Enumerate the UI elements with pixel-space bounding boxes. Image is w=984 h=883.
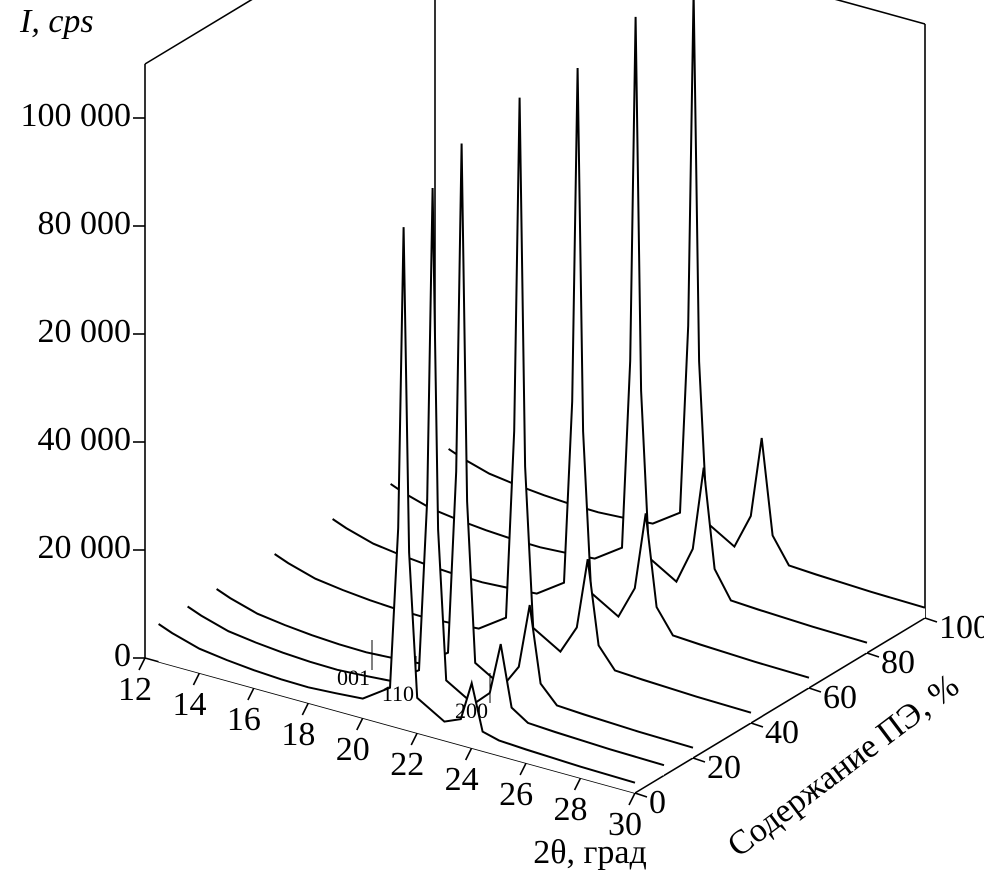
diffraction-curve (187, 187, 665, 767)
x-tick-label: 14 (172, 686, 206, 723)
curve-mask (216, 143, 693, 758)
z-axis (634, 617, 926, 794)
z-tick-label: 0 (649, 784, 666, 821)
curve-mask (332, 68, 809, 689)
diffraction-curve (274, 97, 752, 714)
x-tick (192, 672, 201, 686)
x-tick (301, 702, 310, 716)
y-axis-label: I, cps (19, 3, 94, 40)
z-tick (634, 792, 648, 798)
y-tick-label: 20 000 (38, 529, 132, 566)
x-tick-label: 12 (118, 671, 152, 708)
x-tick (464, 747, 473, 761)
diffraction-curve (216, 143, 694, 749)
peak-annotation: 200 (455, 698, 488, 723)
curve-mask (448, 0, 925, 618)
diffraction-curve (390, 16, 868, 644)
x-tick-label: 20 (336, 731, 370, 768)
curve-mask (187, 187, 664, 776)
x-tick-label: 28 (554, 791, 588, 828)
curve-mask (158, 227, 635, 794)
x-tick (410, 732, 418, 746)
x-tick-label: 24 (445, 761, 479, 798)
z-tick-label: 20 (707, 749, 741, 786)
y-tick-label: 100 000 (21, 97, 132, 134)
box-edge (834, 0, 926, 25)
curve-mask (390, 16, 867, 654)
y-tick-label: 20 000 (38, 313, 132, 350)
z-tick-label: 100 (939, 609, 984, 646)
y-tick-label: 80 000 (38, 205, 132, 242)
x-tick (356, 717, 364, 731)
x-tick-label: 16 (227, 701, 261, 738)
x-tick-label: 30 (608, 806, 642, 843)
x-tick (519, 762, 527, 776)
z-tick-label: 80 (881, 644, 915, 681)
peak-annotation: 001 (337, 665, 370, 690)
z-tick-label: 60 (823, 679, 857, 716)
x-tick (628, 792, 636, 806)
x-tick-label: 22 (390, 746, 424, 783)
x-tick (138, 657, 146, 671)
z-tick (750, 722, 764, 728)
curve-mask (274, 97, 751, 723)
x-tick-label: 18 (281, 716, 315, 753)
box-edge (144, 0, 253, 65)
y-tick-label: 40 000 (38, 421, 132, 458)
z-tick (692, 757, 706, 763)
y-tick-label: 0 (114, 637, 131, 674)
z-tick-label: 40 (765, 714, 799, 751)
diffraction-curve (158, 227, 636, 784)
z-tick (808, 687, 822, 693)
x-tick (573, 777, 582, 791)
peak-annotation: 110 (382, 681, 414, 706)
z-tick (866, 652, 880, 658)
x-axis-label: 2θ, град (533, 834, 647, 871)
x-tick-label: 26 (499, 776, 533, 813)
z-tick (924, 617, 938, 623)
x-tick (247, 687, 255, 701)
diffraction-curve (448, 0, 926, 609)
